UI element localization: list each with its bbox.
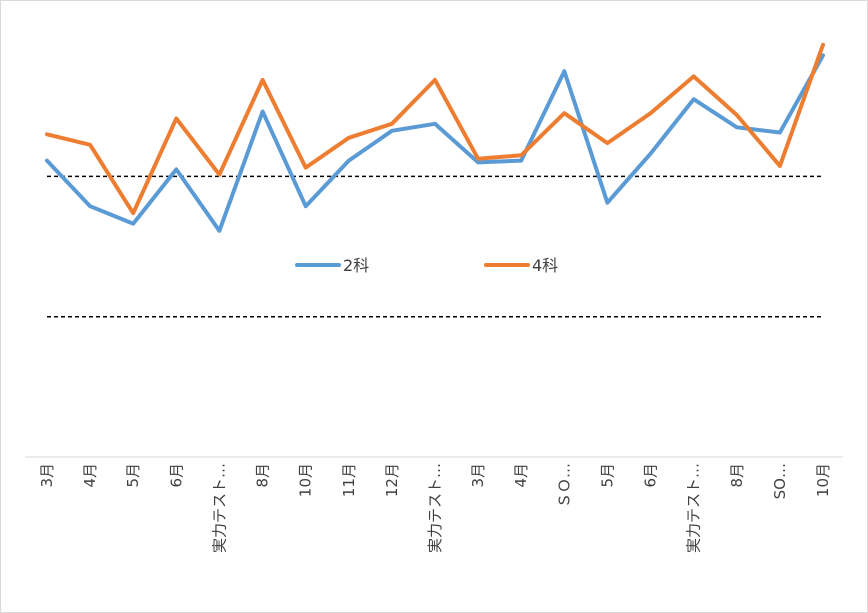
x-tick-label: 11月 xyxy=(340,463,358,497)
x-tick-label: 3月 xyxy=(38,463,56,488)
x-tick-label: SO… xyxy=(771,463,789,499)
series-layer xyxy=(45,42,825,233)
x-tick-label: 実力テスト… xyxy=(210,463,228,553)
legend-label-1: 2科 xyxy=(343,256,369,275)
series-line-2 xyxy=(45,42,825,216)
x-tick-label: 4月 xyxy=(512,463,530,488)
x-tick-label: ＳＯ… xyxy=(555,463,573,508)
x-tick-label: 12月 xyxy=(383,463,401,497)
x-tick-label: 実力テスト… xyxy=(426,463,444,553)
x-tick-label: 4月 xyxy=(81,463,99,488)
legend-label-2: 4科 xyxy=(532,256,558,275)
x-tick-label: 10月 xyxy=(814,463,832,497)
reference-lines xyxy=(47,175,823,318)
x-tick-label: 実力テスト… xyxy=(685,463,703,553)
x-tick-label: 6月 xyxy=(642,463,660,488)
x-tick-labels: 3月 4月 5月 6月 実力テスト… 8月 10月 11月 12月 実力テスト… 3月 4月 ＳＯ… 5月… xyxy=(38,463,832,553)
series-line-1 xyxy=(45,53,825,233)
x-tick-label: 6月 xyxy=(167,463,185,488)
x-tick-label: 8月 xyxy=(728,463,746,488)
legend: 2科 4科 xyxy=(295,256,558,275)
x-tick-label: 10月 xyxy=(297,463,315,497)
x-tick-label: 3月 xyxy=(469,463,487,488)
x-tick-label: 5月 xyxy=(124,463,142,488)
x-tick-label: 8月 xyxy=(254,463,272,488)
x-tick-label: 5月 xyxy=(598,463,616,488)
